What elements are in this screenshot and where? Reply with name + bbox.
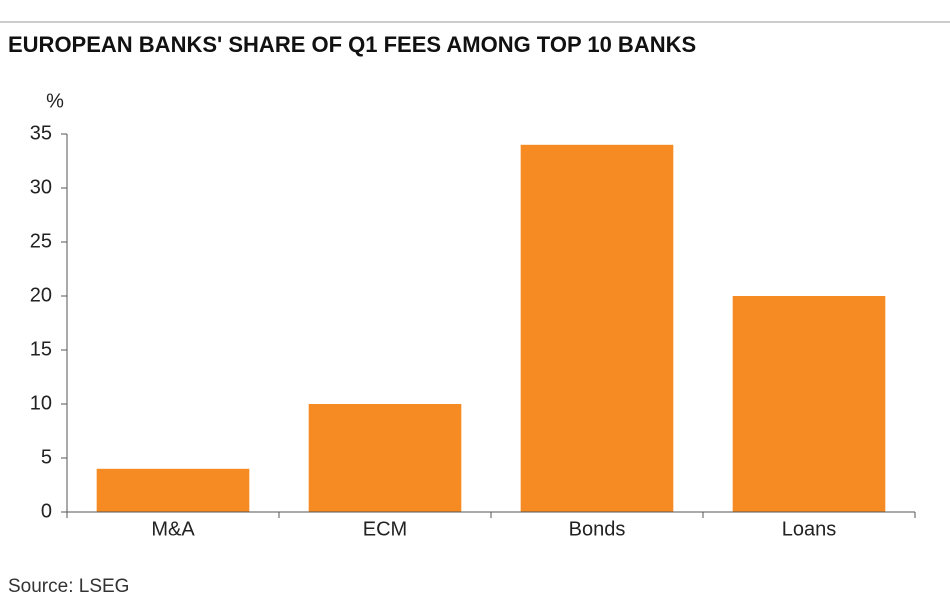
bar [520,144,674,513]
x-tick-label: Bonds [569,518,626,540]
chart-title: EUROPEAN BANKS' SHARE OF Q1 FEES AMONG T… [8,32,696,57]
y-tick-label: 0 [41,500,52,522]
y-tick-label: 20 [30,284,52,306]
source: Source: LSEG [8,576,129,597]
x-tick-label: ECM [363,518,407,540]
bar [96,468,250,512]
y-tick-label: 5 [41,446,52,468]
y-tick-label: 30 [30,176,52,198]
bar [732,296,886,512]
x-tick-label: Loans [782,518,837,540]
bar [308,404,462,512]
y-axis-label: % [46,90,64,112]
y-tick-label: 15 [30,338,52,360]
y-tick-label: 10 [30,392,52,414]
y-tick-label: 35 [30,122,52,144]
x-tick-label: M&A [151,518,195,540]
y-tick-label: 25 [30,230,52,252]
